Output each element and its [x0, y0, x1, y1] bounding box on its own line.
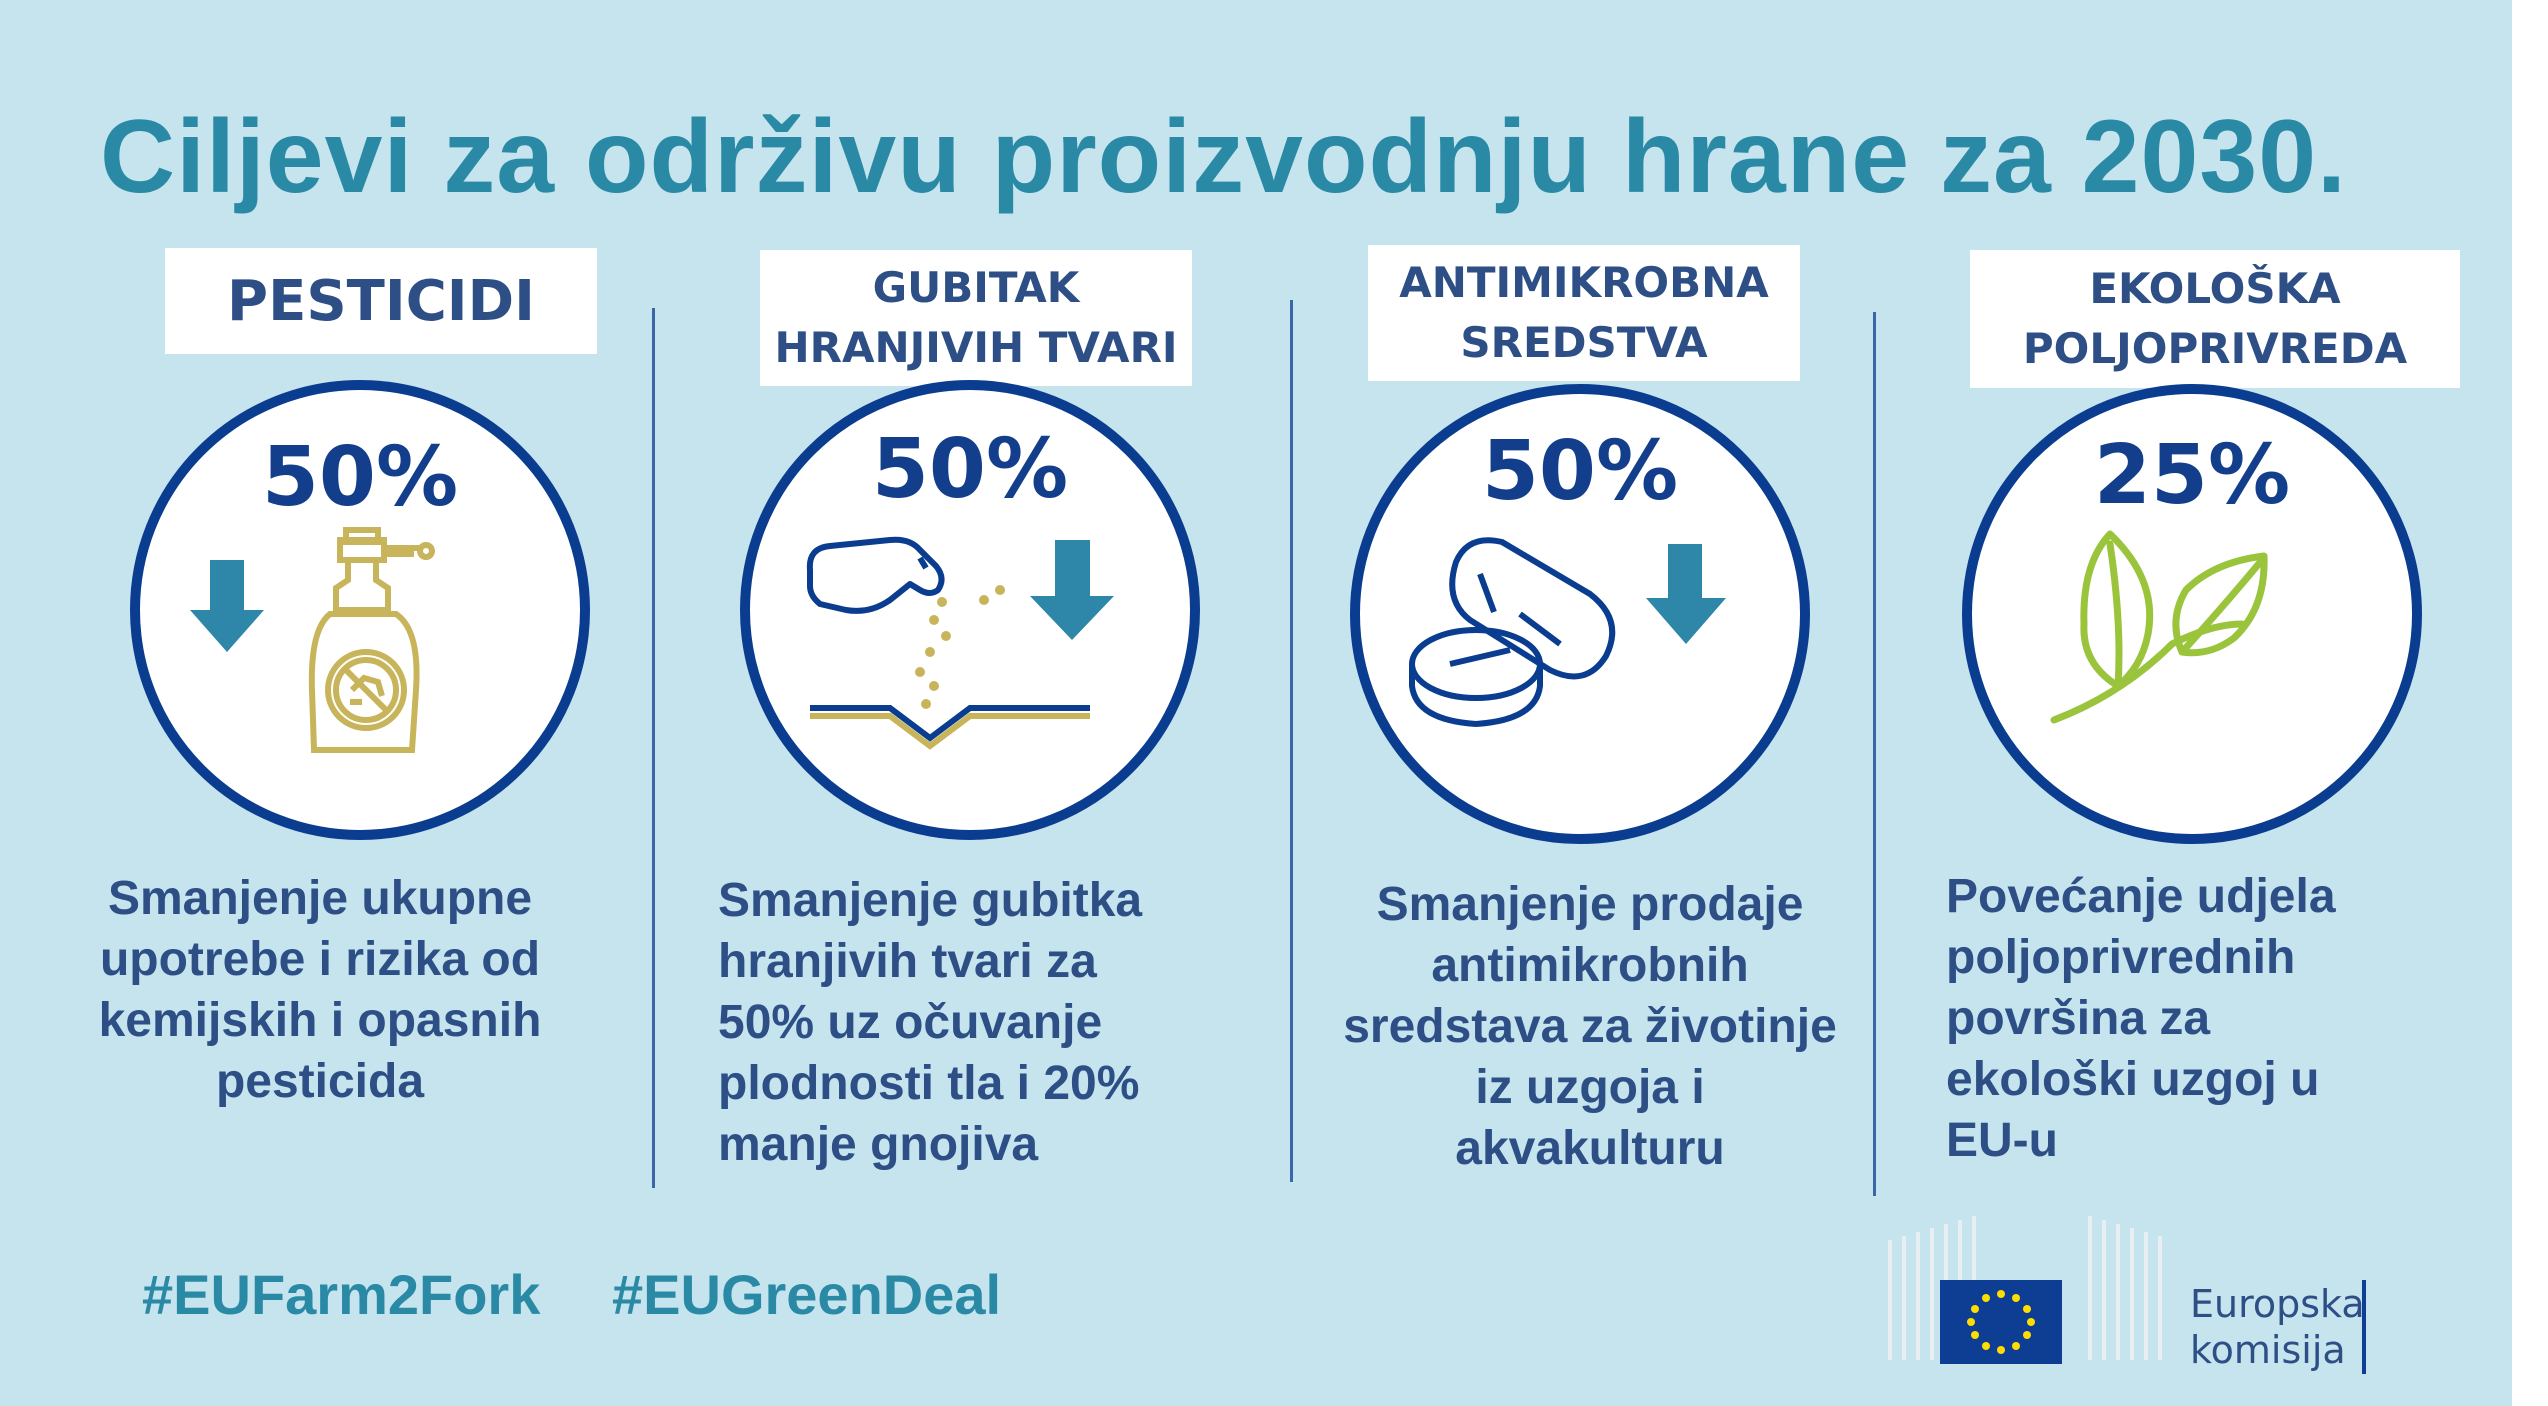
label-hranjive-tvari: GUBITAK HRANJIVIH TVARI — [760, 250, 1192, 386]
fertilizer-hand-icon — [806, 536, 945, 614]
percent-hranjive-tvari: 50% — [871, 422, 1069, 517]
right-edge-strip — [2512, 0, 2548, 1406]
logo-text-line1: Europska — [2190, 1282, 2365, 1326]
label-ekoloska: EKOLOŠKA POLJOPRIVREDA — [1970, 250, 2460, 388]
description-ekoloska: Povećanje udjela poljoprivrednih površin… — [1946, 870, 2336, 1167]
circle-ekoloska: 25% — [1962, 384, 2422, 844]
soil-line — [810, 705, 1090, 750]
logo-bar — [2362, 1280, 2366, 1374]
hashtag-greendeal: #EUGreenDeal — [612, 1263, 1002, 1326]
percent-ekoloska: 25% — [2093, 428, 2291, 523]
pesticide-sprayer-icon — [308, 527, 435, 753]
percent-antimikrobna: 50% — [1481, 424, 1679, 519]
fertilizer-grains — [915, 585, 1005, 709]
label-antimikrobna: ANTIMIKROBNA SREDSTVA — [1368, 245, 1800, 381]
leaves-icon — [2050, 530, 2268, 724]
down-arrow-icon — [1646, 544, 1726, 644]
label-pesticidi: PESTICIDI — [165, 248, 597, 354]
page-title: Ciljevi za održivu proizvodnju hrane za … — [100, 99, 2347, 215]
description-antimikrobna: Smanjenje prodaje antimikrobnih sredstav… — [1343, 878, 1837, 1175]
percent-pesticidi: 50% — [261, 430, 459, 525]
description-hranjive-tvari: Smanjenje gubitka hranjivih tvari za 50%… — [718, 874, 1143, 1171]
commission-building-icon — [1888, 1216, 2162, 1364]
down-arrow-icon — [190, 560, 264, 652]
circle-antimikrobna: 50% — [1350, 384, 1810, 844]
column-divider — [1290, 300, 1293, 1182]
hashtag-farm2fork: #EUFarm2Fork — [142, 1263, 541, 1326]
down-arrow-icon — [1030, 540, 1114, 640]
column-divider — [652, 308, 655, 1188]
circle-hranjive-tvari: 50% — [740, 380, 1200, 840]
pills-icon — [1409, 537, 1616, 727]
eu-stars-icon — [1967, 1290, 2035, 1354]
description-pesticidi: Smanjenje ukupne upotrebe i rizika od ke… — [98, 872, 542, 1108]
column-divider — [1873, 312, 1876, 1196]
european-commission-logo: Europska komisija — [1880, 1210, 2380, 1374]
circle-pesticidi: 50% — [130, 380, 590, 840]
logo-text-line2: komisija — [2190, 1328, 2346, 1372]
